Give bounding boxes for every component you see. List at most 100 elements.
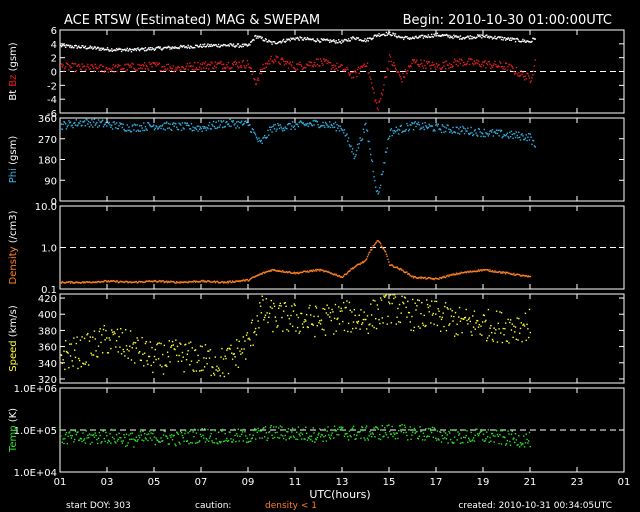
data-point-density: [269, 269, 272, 272]
data-point-density: [231, 281, 233, 284]
data-point-density: [296, 271, 299, 274]
data-point-density: [443, 275, 445, 278]
data-point-bz: [180, 66, 183, 68]
data-point-speed: [474, 328, 476, 330]
data-point-phi: [327, 126, 329, 128]
data-point-bz: [399, 76, 402, 78]
data-point-phi: [412, 128, 415, 131]
data-point-bt: [469, 35, 472, 37]
data-point-speed: [66, 351, 68, 354]
data-point-speed: [166, 351, 169, 353]
data-point-temp: [81, 440, 83, 443]
data-point-phi: [120, 123, 122, 125]
data-point-bt: [442, 34, 444, 37]
data-point-density: [409, 274, 411, 277]
data-point-bt: [268, 39, 270, 42]
data-point-density: [348, 270, 351, 273]
data-point-temp: [252, 434, 254, 436]
data-point-bt: [70, 46, 73, 49]
data-point-speed: [148, 355, 151, 358]
data-point-phi: [306, 122, 309, 125]
data-point-density: [176, 281, 179, 284]
data-point-bz: [403, 76, 406, 78]
data-point-bt: [162, 47, 165, 49]
data-point-phi: [375, 190, 378, 193]
data-point-density: [310, 270, 312, 272]
data-point-temp: [426, 435, 429, 437]
data-point-bt: [207, 43, 209, 45]
data-point-speed: [525, 339, 527, 341]
data-point-phi: [190, 122, 193, 125]
data-point-bt: [277, 42, 279, 44]
data-point-speed: [455, 333, 458, 335]
data-point-density: [284, 271, 286, 273]
data-point-temp: [195, 432, 198, 434]
data-point-speed: [244, 340, 246, 342]
data-point-density: [230, 281, 232, 284]
data-point-temp: [426, 436, 428, 438]
data-point-bt: [480, 34, 482, 36]
data-point-phi: [89, 121, 92, 124]
data-point-speed: [243, 348, 245, 350]
data-point-speed: [378, 318, 380, 321]
data-point-density: [475, 270, 477, 273]
data-point-speed: [88, 340, 91, 342]
data-point-bz: [171, 69, 173, 71]
data-point-speed: [425, 324, 427, 327]
data-point-phi: [117, 127, 119, 130]
data-point-speed: [331, 308, 333, 311]
data-point-speed: [204, 344, 207, 346]
data-point-bz: [384, 76, 386, 79]
data-point-bz: [99, 64, 101, 66]
data-point-temp: [485, 438, 487, 440]
data-point-bt: [314, 40, 317, 43]
data-point-density: [87, 281, 89, 283]
data-point-temp: [182, 437, 184, 439]
data-point-density: [482, 268, 485, 271]
data-point-speed: [453, 335, 456, 337]
data-point-bz: [115, 70, 118, 73]
data-point-speed: [494, 332, 496, 334]
data-point-bt: [453, 34, 455, 36]
data-point-speed: [457, 334, 459, 336]
data-point-bz: [493, 63, 495, 65]
data-point-bt: [431, 35, 434, 38]
data-point-bt: [212, 44, 215, 46]
data-point-density: [521, 275, 523, 277]
data-point-density: [479, 269, 481, 272]
data-point-temp: [406, 434, 408, 437]
data-point-bt: [120, 50, 123, 53]
data-point-phi: [205, 129, 207, 131]
data-point-phi: [517, 136, 519, 139]
data-point-bt: [417, 37, 420, 39]
data-point-speed: [252, 344, 254, 346]
data-point-phi: [463, 127, 465, 129]
data-point-temp: [273, 426, 275, 428]
y-tick-label: 340: [38, 359, 57, 370]
data-point-speed: [386, 323, 388, 325]
data-point-temp: [436, 430, 439, 432]
data-point-temp: [377, 428, 379, 431]
data-point-bz: [361, 66, 364, 68]
data-point-density: [320, 269, 323, 271]
data-point-temp: [477, 433, 479, 435]
data-point-density: [472, 270, 475, 273]
data-point-temp: [457, 431, 459, 433]
data-point-phi: [236, 121, 238, 123]
data-point-temp: [92, 434, 94, 436]
data-point-bz: [134, 68, 136, 71]
data-point-phi: [282, 127, 285, 130]
data-point-temp: [378, 438, 380, 440]
data-point-temp: [369, 430, 371, 433]
data-point-temp: [117, 438, 119, 441]
data-point-bt: [164, 46, 166, 49]
data-point-temp: [68, 432, 70, 434]
data-point-bz: [326, 62, 328, 65]
data-point-speed: [300, 312, 302, 315]
data-point-temp: [119, 436, 121, 439]
data-point-speed: [296, 314, 298, 316]
data-point-speed: [128, 350, 130, 352]
data-point-bt: [101, 48, 104, 50]
data-point-phi: [64, 123, 67, 125]
data-point-bt: [523, 40, 525, 43]
